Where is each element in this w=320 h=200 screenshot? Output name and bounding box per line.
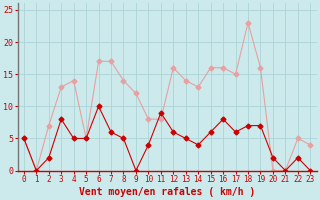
X-axis label: Vent moyen/en rafales ( km/h ): Vent moyen/en rafales ( km/h ) — [79, 187, 255, 197]
